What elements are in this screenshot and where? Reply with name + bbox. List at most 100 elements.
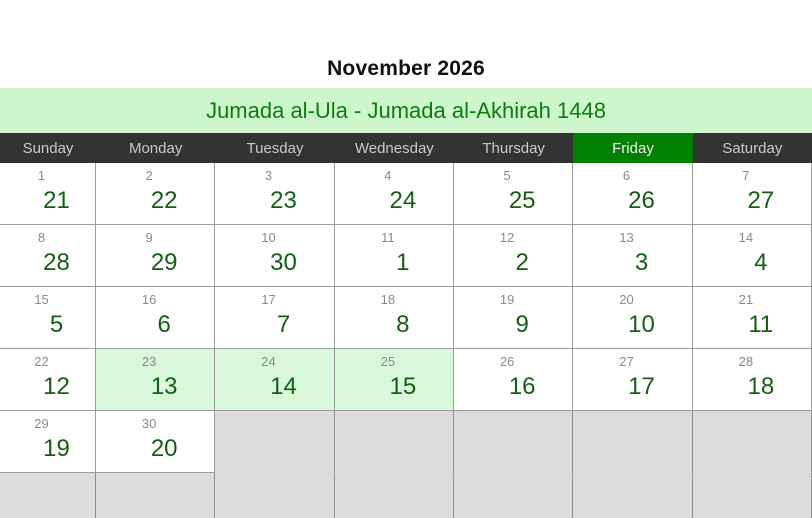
day-cell[interactable]: 2 22 [96,163,216,225]
hijri-date: 11 [748,311,774,338]
day-cell[interactable]: 17 7 [215,287,335,349]
hijri-date: 14 [270,373,297,400]
gregorian-date: 21 [738,292,754,307]
gregorian-date: 8 [37,230,46,245]
hijri-date: 27 [747,187,775,214]
hijri-date: 5 [49,311,64,338]
gregorian-date: 4 [384,168,392,183]
day-cell[interactable]: 12 2 [454,225,574,287]
day-cell[interactable]: 1 21 [0,163,96,225]
empty-cell [96,473,216,518]
hijri-date: 16 [508,373,536,400]
hijri-date: 12 [43,373,70,400]
gregorian-date: 10 [261,230,276,245]
day-cell[interactable]: 15 5 [0,287,96,349]
day-cell[interactable]: 9 29 [96,225,216,287]
day-cell[interactable]: 3 23 [215,163,335,225]
hijri-date: 17 [628,373,655,400]
day-cell[interactable]: 29 19 [0,411,96,473]
empty-cell [334,473,454,518]
day-cell[interactable]: 11 1 [334,225,454,287]
title-area: November 2026 [0,0,812,88]
weekday-friday: Friday [573,133,693,163]
day-cell[interactable]: 22 12 [0,349,96,411]
hijri-date: 1 [396,249,410,276]
gregorian-date: 13 [619,230,634,245]
weekday-row: Sunday Monday Tuesday Wednesday Thursday Frid… [0,133,812,163]
day-cell[interactable]: 7 27 [692,163,812,225]
weekday-monday: Monday [128,139,183,157]
gregorian-date: 26 [499,354,515,369]
empty-cell [692,473,812,518]
gregorian-date: 16 [141,292,157,307]
hijri-date: 6 [157,311,171,338]
hijri-month-range: Jumada al-Ula - Jumada al-Akhirah 1448 [206,97,606,123]
hijri-date: 20 [150,435,178,462]
day-cell[interactable]: 27 17 [573,349,693,411]
hijri-date: 19 [43,435,70,462]
day-cell[interactable]: 4 24 [334,163,454,225]
day-cell[interactable]: 28 18 [692,349,812,411]
hijri-date: 18 [747,373,775,400]
day-cell[interactable]: 5 25 [454,163,574,225]
hijri-date: 8 [396,311,410,338]
gregorian-date: 29 [34,416,49,431]
hijri-date: 29 [150,249,178,276]
day-cell[interactable]: 14 4 [692,225,812,287]
gregorian-date: 9 [145,230,153,245]
empty-cell [573,411,693,473]
hijri-date: 3 [634,249,649,276]
day-cell[interactable]: 23 13 [96,349,216,411]
gregorian-date: 27 [619,354,634,369]
day-cell[interactable]: 24 14 [215,349,335,411]
gregorian-date: 28 [738,354,754,369]
hijri-date: 26 [628,187,655,214]
gregorian-date: 30 [141,416,157,431]
hijri-date: 13 [150,373,178,400]
hijri-date: 22 [150,187,178,214]
hijri-date: 28 [43,249,70,276]
day-cell[interactable]: 25 15 [334,349,454,411]
gregorian-date: 14 [738,230,754,245]
gregorian-date: 20 [619,292,634,307]
day-cell[interactable]: 13 3 [573,225,693,287]
gregorian-date: 22 [34,354,49,369]
empty-cell [334,411,454,473]
calendar-grid: 1 21 2 22 3 23 4 24 5 25 6 26 7 27 8 28 9 29 10 30 11 1 12 2 13 3… [0,163,812,518]
gregorian-date: 23 [141,354,157,369]
day-cell[interactable]: 19 9 [454,287,574,349]
day-cell[interactable]: 16 6 [96,287,216,349]
hijri-date: 23 [270,187,297,214]
weekday-tuesday: Tuesday [246,139,304,157]
day-cell[interactable]: 10 30 [215,225,335,287]
gregorian-date: 25 [380,354,396,369]
day-cell[interactable]: 21 11 [692,287,812,349]
empty-cell [573,473,693,518]
gregorian-date: 6 [622,168,631,183]
day-cell[interactable]: 6 26 [573,163,693,225]
empty-cell [692,411,812,473]
hijri-date: 21 [43,187,70,214]
day-cell[interactable]: 18 8 [334,287,454,349]
day-cell[interactable]: 30 20 [96,411,216,473]
page-title: November 2026 [327,57,485,80]
gregorian-date: 18 [380,292,396,307]
hijri-date: 4 [754,249,768,276]
hijri-date: 10 [628,311,655,338]
gregorian-date: 11 [381,230,395,245]
gregorian-date: 12 [499,230,515,245]
weekday-sunday: Sunday [22,139,74,157]
gregorian-date: 15 [34,292,49,307]
gregorian-date: 5 [503,168,511,183]
day-cell[interactable]: 20 10 [573,287,693,349]
weekday-wednesday: Wednesday [354,139,434,157]
empty-cell [454,411,574,473]
hijri-date: 7 [276,311,291,338]
gregorian-date: 2 [145,168,153,183]
empty-cell [215,473,335,518]
day-cell[interactable]: 26 16 [454,349,574,411]
hijri-date: 9 [515,311,529,338]
empty-cell [215,411,335,473]
day-cell[interactable]: 8 28 [0,225,96,287]
